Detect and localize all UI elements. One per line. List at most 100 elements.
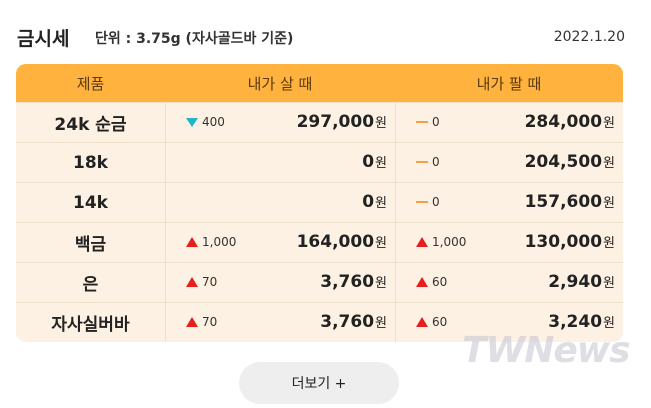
price: 130,000원 (525, 232, 615, 252)
change: 70 (186, 275, 217, 289)
price: 3,240원 (548, 312, 615, 332)
sell-cell: 0 204,500원 (395, 143, 623, 182)
trend-icon (416, 161, 428, 163)
change: 400 (186, 115, 225, 129)
product-name: 은 (82, 275, 99, 295)
column-header: 내가 살 때 (247, 74, 313, 93)
currency: 원 (375, 316, 387, 331)
price-value: 3,760 (320, 312, 375, 332)
currency: 원 (603, 236, 615, 251)
change: 0 (416, 195, 440, 209)
change-amount: 60 (432, 315, 448, 329)
price-value: 297,000 (296, 112, 375, 132)
price-value: 157,600 (524, 192, 603, 212)
trend-icon (416, 317, 428, 327)
price: 0원 (362, 152, 387, 172)
price: 164,000원 (297, 232, 387, 252)
change-amount: 0 (432, 155, 440, 169)
price: 204,500원 (525, 152, 615, 172)
price: 284,000원 (525, 112, 615, 132)
product-name: 24k 순금 (54, 115, 127, 135)
price: 2,940원 (548, 272, 615, 292)
currency: 원 (375, 276, 387, 291)
trend-icon (186, 237, 198, 247)
price-value: 3,760 (320, 272, 375, 292)
header: 금시세 단위 : 3.75g (자사골드바 기준) 2022.1.20 (17, 22, 625, 52)
change: 70 (186, 315, 217, 329)
product-name: 자사실버바 (51, 315, 130, 335)
table-row: 18k 0원 0 204,500원 (16, 142, 623, 182)
change: 60 (416, 275, 447, 289)
price-value: 130,000 (524, 232, 603, 252)
buy-cell: 400 297,000원 (165, 103, 395, 142)
trend-icon (416, 237, 428, 247)
title: 금시세 (17, 28, 70, 50)
change-amount: 400 (202, 115, 225, 129)
price-value: 164,000 (296, 232, 375, 252)
currency: 원 (603, 196, 615, 211)
currency: 원 (375, 116, 387, 131)
change-amount: 0 (432, 195, 440, 209)
table-header: 제품 내가 살 때 내가 팔 때 (16, 64, 623, 102)
unit-note: 단위 : 3.75g (자사골드바 기준) (95, 31, 294, 47)
sell-cell: 60 2,940원 (395, 263, 623, 302)
change-amount: 1,000 (202, 235, 237, 249)
table-row: 은 70 3,760원 60 2,940원 (16, 262, 623, 302)
price: 0원 (362, 192, 387, 212)
buy-cell: 1,000 164,000원 (165, 223, 395, 262)
buy-cell: 70 3,760원 (165, 303, 395, 342)
currency: 원 (375, 196, 387, 211)
more-button[interactable]: 더보기 + (239, 362, 399, 404)
table-row: 자사실버바 70 3,760원 60 3,240원 (16, 302, 623, 342)
change-amount: 60 (432, 275, 448, 289)
trend-icon (186, 117, 198, 127)
change: 60 (416, 315, 447, 329)
price-value: 204,500 (524, 152, 603, 172)
change-amount: 70 (202, 275, 218, 289)
column-header: 제품 (76, 74, 105, 93)
price: 3,760원 (320, 272, 387, 292)
currency: 원 (603, 116, 615, 131)
buy-cell: 0원 (165, 183, 395, 222)
trend-icon (416, 201, 428, 203)
sell-cell: 0 284,000원 (395, 103, 623, 142)
watermark: TWNews (462, 330, 630, 371)
product-name: 14k (73, 192, 108, 213)
sell-cell: 0 157,600원 (395, 183, 623, 222)
sell-cell: 60 3,240원 (395, 303, 623, 342)
product-name: 18k (73, 152, 108, 173)
price: 3,760원 (320, 312, 387, 332)
trend-icon (416, 121, 428, 123)
buy-cell: 70 3,760원 (165, 263, 395, 302)
currency: 원 (375, 156, 387, 171)
table-row: 백금 1,000 164,000원 1,000 130,000원 (16, 222, 623, 262)
price: 157,600원 (525, 192, 615, 212)
price-table: 제품 내가 살 때 내가 팔 때 24k 순금 400 297,000원 0 284,0… (16, 64, 623, 342)
change: 1,000 (416, 235, 466, 249)
product-name: 백금 (74, 235, 107, 255)
change-amount: 70 (202, 315, 218, 329)
change-amount: 1,000 (432, 235, 467, 249)
trend-icon (186, 277, 198, 287)
table-row: 14k 0원 0 157,600원 (16, 182, 623, 222)
buy-cell: 0원 (165, 143, 395, 182)
change: 0 (416, 155, 440, 169)
price-value: 0 (362, 152, 375, 172)
currency: 원 (375, 236, 387, 251)
change: 1,000 (186, 235, 236, 249)
date: 2022.1.20 (553, 29, 625, 45)
price-value: 2,940 (548, 272, 603, 292)
column-header: 내가 팔 때 (476, 74, 542, 93)
currency: 원 (603, 276, 615, 291)
price-value: 3,240 (548, 312, 603, 332)
table-row: 24k 순금 400 297,000원 0 284,000원 (16, 102, 623, 142)
currency: 원 (603, 156, 615, 171)
price-value: 0 (362, 192, 375, 212)
change-amount: 0 (432, 115, 440, 129)
currency: 원 (603, 316, 615, 331)
price-value: 284,000 (524, 112, 603, 132)
trend-icon (416, 277, 428, 287)
price: 297,000원 (297, 112, 387, 132)
sell-cell: 1,000 130,000원 (395, 223, 623, 262)
